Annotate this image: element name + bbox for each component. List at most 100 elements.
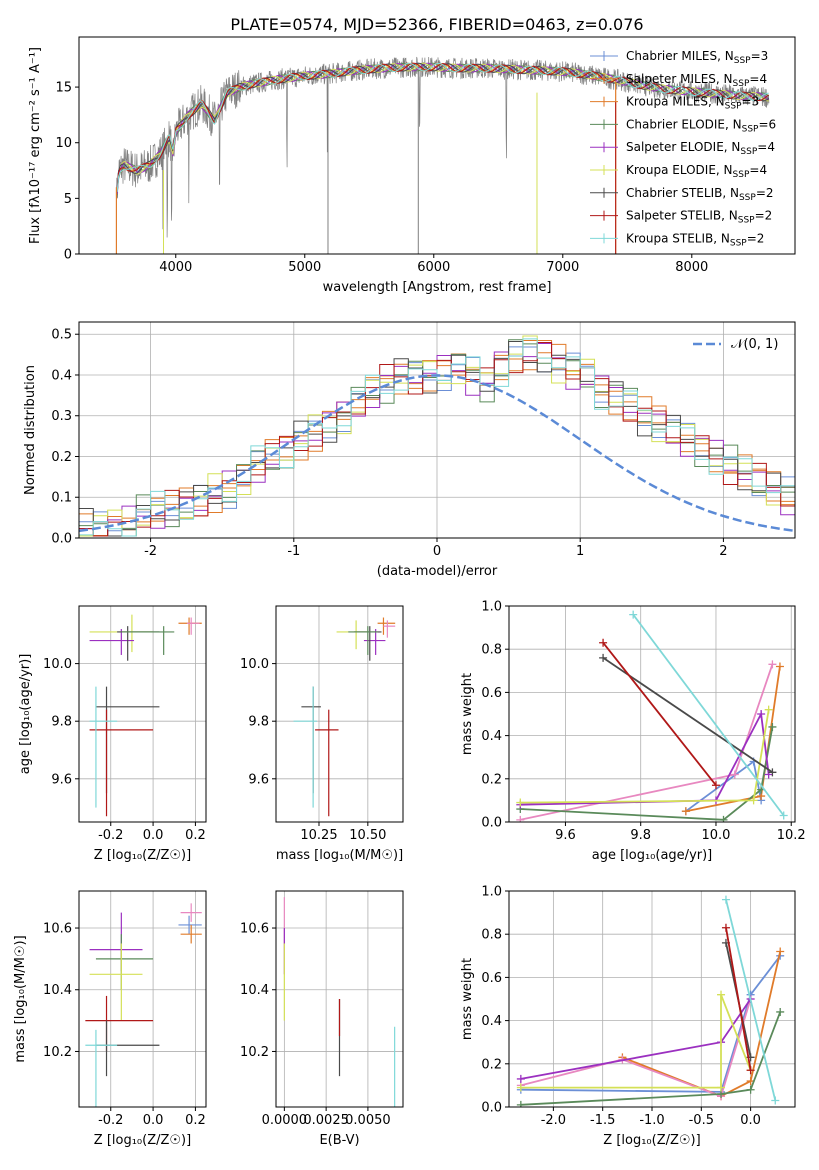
y-axis-label: mass [log₁₀(M/M☉)]	[13, 935, 28, 1062]
y-tick-label: 10.4	[240, 983, 269, 998]
weight-marker	[776, 947, 785, 956]
weight-series	[516, 995, 755, 1101]
y-tick-label: 10.4	[43, 983, 72, 998]
x-tick-label: 6000	[417, 260, 450, 275]
panel-spectrum: 4000 5000 6000 7000 8000 0 5 10 15 wavelength [An…	[28, 36, 796, 295]
plot-area	[276, 606, 403, 822]
x-tick-label: 0.2	[185, 828, 206, 843]
model-spectrum	[116, 62, 616, 194]
weight-line	[622, 951, 782, 1098]
plot-area	[79, 322, 795, 538]
y-tick-label: 15	[55, 81, 72, 96]
errorbar-point	[89, 943, 143, 1021]
y-axis-label: Normed distribution	[23, 365, 38, 495]
weight-series	[721, 895, 780, 1105]
weight-series	[629, 610, 788, 820]
weight-line	[520, 998, 752, 1080]
x-tick-label: -0.2	[98, 1113, 123, 1128]
y-tick-label: 0.6	[481, 971, 502, 986]
y-axis-label: mass weight	[460, 958, 475, 1040]
weight-series	[516, 1007, 785, 1107]
weight-marker	[516, 1100, 525, 1107]
legend-label: Kroupa ELODIE, NSSP=4	[626, 163, 767, 180]
x-tick-label: 2	[719, 544, 727, 559]
y-tick-label: 1.0	[481, 885, 502, 900]
y-tick-label: 0.8	[481, 928, 502, 943]
y-tick-label: 0	[64, 248, 72, 263]
weight-marker	[599, 653, 608, 662]
y-tick-label: 0.3	[51, 409, 72, 424]
y-tick-label: 9.8	[248, 715, 269, 730]
plot-area	[79, 606, 206, 822]
y-tick-label: 10	[55, 136, 72, 151]
weight-series	[681, 662, 784, 816]
axes-frame	[78, 36, 796, 255]
weight-marker	[776, 1007, 785, 1016]
errorbar-point	[293, 686, 318, 808]
model-spectrum	[116, 62, 616, 188]
weight-marker	[764, 705, 773, 714]
weight-marker	[717, 990, 726, 999]
x-axis-label: Z [log₁₀(Z/Z☉)]	[94, 848, 191, 863]
residual-histogram	[79, 341, 795, 537]
weight-line	[520, 994, 752, 1089]
weight-line	[520, 711, 770, 806]
weight-marker	[516, 1074, 525, 1083]
x-tick-label: 8000	[675, 260, 708, 275]
weight-series	[516, 705, 773, 807]
weight-series	[721, 923, 755, 1075]
weight-line	[685, 666, 781, 813]
spectrum-legend: Chabrier MILES, NSSP=3 Salpeter MILES, NS…	[590, 49, 776, 248]
y-tick-label: 10.6	[240, 922, 269, 937]
weight-marker	[516, 1083, 525, 1092]
plot-area	[115, 56, 770, 254]
errorbar-point	[336, 620, 368, 650]
x-tick-label: -2	[144, 544, 157, 559]
weight-marker	[730, 770, 739, 779]
x-tick-label: 0.0	[143, 828, 164, 843]
errorbar-point	[178, 617, 202, 635]
errorbar-point	[348, 626, 378, 655]
y-tick-label: 10.6	[43, 922, 72, 937]
weight-marker	[775, 662, 784, 671]
x-tick-label: 5000	[288, 260, 321, 275]
x-tick-label: 9.8	[630, 828, 651, 843]
legend-label: Chabrier STELIB, NSSP=2	[626, 186, 774, 203]
y-tick-label: 0.2	[51, 450, 72, 465]
panel-residuals: -2 -1 0 1 2 0.0 0.1 0.2 0.3 0.4 0.5 (data-model)/er…	[23, 321, 796, 579]
weight-marker	[768, 768, 777, 777]
weight-line	[520, 1011, 782, 1106]
y-tick-label: 0.8	[481, 643, 502, 658]
panel-age-vs-mass: 10.25 10.50 9.6 9.8 10.0 mass [log₁₀(M/M☉)]	[240, 605, 404, 863]
panel-mass-vs-Z: -0.2 0.0 0.2 10.2 10.4 10.6 Z [log₁₀(Z/Z☉)] mas…	[13, 890, 207, 1148]
y-tick-label: 0.0	[51, 532, 72, 547]
y-tick-label: 10.2	[240, 1045, 269, 1060]
x-axis-label: mass [log₁₀(M/M☉)]	[276, 848, 403, 863]
weight-line	[725, 927, 752, 1071]
weight-line	[602, 642, 717, 786]
weight-marker	[516, 815, 525, 822]
errorbar-point	[178, 915, 202, 935]
axes-frame	[275, 605, 404, 823]
y-tick-label: 0.6	[481, 686, 502, 701]
y-tick-label: 5	[64, 192, 72, 207]
errorbar-point	[363, 629, 386, 655]
y-tick-label: 10.2	[43, 1045, 72, 1060]
weight-marker	[746, 1066, 755, 1075]
x-axis-label: Z [log₁₀(Z/Z☉)]	[603, 1133, 700, 1148]
weight-marker	[757, 710, 766, 718]
x-tick-label: 10.0	[701, 828, 730, 843]
y-tick-label: 0.4	[481, 1014, 502, 1029]
errorbar-point	[121, 626, 175, 655]
errorbar-point	[180, 924, 202, 944]
weight-marker	[749, 796, 758, 805]
model-spectrum	[116, 62, 770, 189]
errorbar-point	[85, 1029, 118, 1107]
weight-series	[516, 660, 777, 822]
weight-line	[520, 955, 781, 1093]
x-axis-label: Z [log₁₀(Z/Z☉)]	[94, 1133, 191, 1148]
x-tick-label: 7000	[546, 260, 579, 275]
figure-title: PLATE=0574, MJD=52366, FIBERID=0463, z=0…	[230, 15, 643, 34]
x-tick-label: 10.25	[300, 828, 337, 843]
y-tick-label: 0.1	[51, 491, 72, 506]
